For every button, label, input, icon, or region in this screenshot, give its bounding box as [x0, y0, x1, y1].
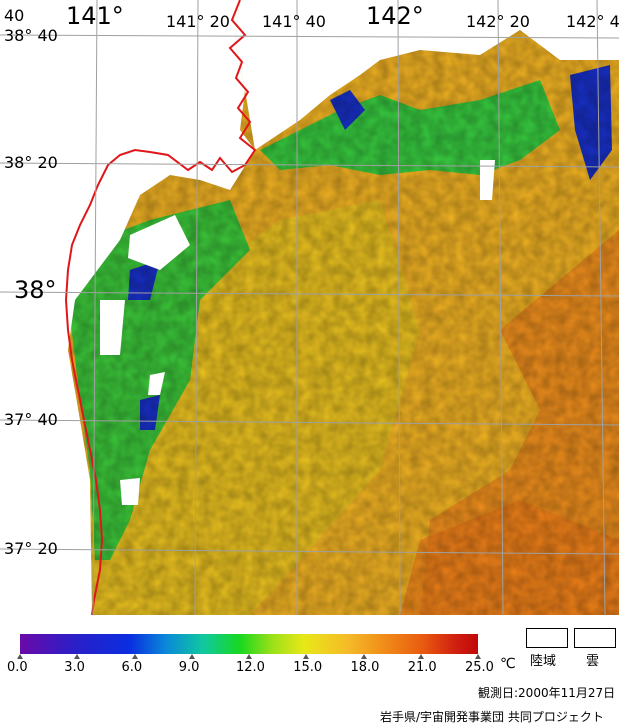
colorbar-unit: ℃ [500, 656, 516, 672]
colorbar-tick-mark [17, 654, 23, 659]
land-legend-swatch [526, 628, 568, 648]
coastline [64, 0, 257, 615]
colorbar-tick-mark [74, 654, 81, 659]
colorbar-tick-mark [303, 654, 310, 659]
credit-text: 岩手県/宇宙開発事業団 共同プロジェクト [380, 710, 604, 724]
lat-label-37-40: 37° 40 [4, 410, 58, 429]
lat-label-38-20: 38° 20 [4, 153, 58, 172]
colorbar-tick-mark [188, 654, 195, 659]
colorbar-tick-label: 21.0 [407, 660, 437, 675]
lon-label-141-20: 141° 20 [166, 12, 230, 31]
colorbar-tick-label: 25.0 [465, 660, 494, 675]
colorbar-tick-mark [131, 654, 138, 659]
colorbar-tick-mark [360, 654, 367, 659]
colorbar-tick-label: 18.0 [350, 660, 380, 675]
cloud-legend-label: 雲 [586, 654, 600, 669]
colorbar-tick-label: 3.0 [64, 660, 85, 675]
temperature-colorbar [20, 634, 478, 654]
lon-label-141-40: 141° 40 [262, 12, 326, 31]
lat-label-38: 38° [14, 276, 57, 304]
lat-label-38-40: 38° 40 [4, 26, 58, 45]
lat-lon-grid [0, 0, 619, 615]
land-legend-label: 陸域 [530, 654, 557, 669]
cloud-legend-swatch [574, 628, 616, 648]
lat-label-37-20: 37° 20 [4, 539, 58, 558]
sea-surface-temperature-map [0, 0, 619, 615]
lon-label-142-20: 142° 20 [466, 12, 530, 31]
observation-date: 観測日:2000年11月27日 [478, 686, 616, 700]
colorbar-tick-mark [246, 654, 252, 659]
colorbar-tick-mark [417, 654, 424, 659]
colorbar-tick-label: 6.0 [121, 660, 143, 675]
lon-label-141: 141° [66, 2, 124, 30]
lon-label-142: 142° [366, 2, 424, 30]
colorbar-tick-label: 9.0 [178, 660, 200, 675]
colorbar-tick-label: 12.0 [236, 660, 265, 675]
lon-label-142-40: 142° 4 [566, 12, 619, 31]
corner-label: 40 [4, 6, 25, 25]
colorbar-tick-label: 0.0 [7, 660, 28, 675]
cloud-area [235, 0, 619, 150]
colorbar-tick-mark [475, 654, 481, 659]
colorbar-tick-label: 15.0 [293, 660, 323, 675]
land-area [0, 0, 255, 615]
